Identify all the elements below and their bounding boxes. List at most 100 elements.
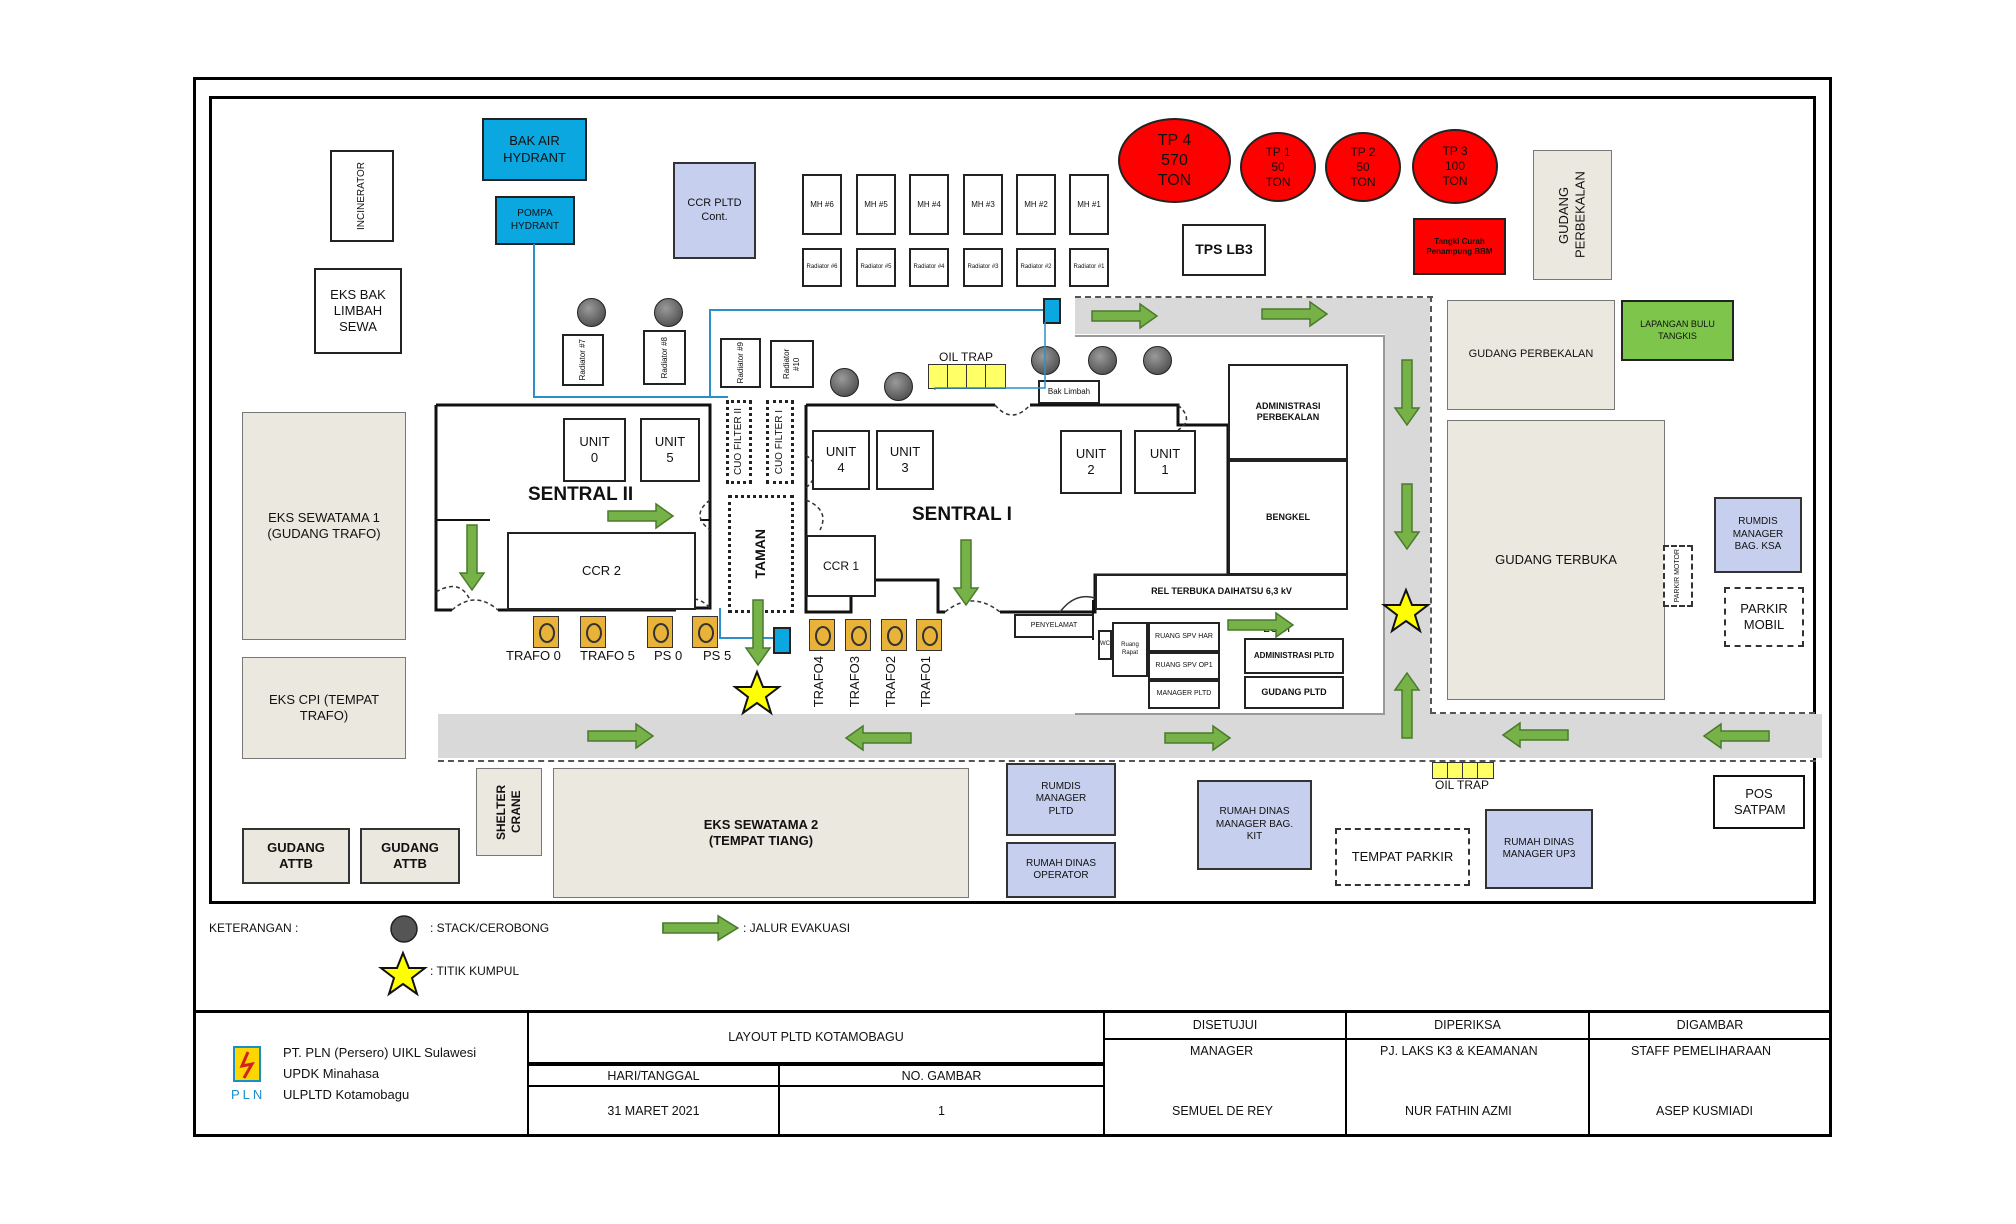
- parkir-motor: PARKIR MOTOR: [1663, 545, 1693, 607]
- road-main: [438, 714, 1822, 758]
- evacuation-arrow: [607, 503, 674, 529]
- legend-titik-kumpul-label: : TITIK KUMPUL: [430, 964, 520, 978]
- legend-evakuasi-label: : JALUR EVAKUASI: [743, 921, 851, 935]
- manager-pltd: MANAGER PLTD: [1148, 680, 1220, 709]
- evacuation-arrow: [587, 723, 654, 749]
- pompa-hydrant: POMPA HYDRANT: [495, 196, 575, 245]
- tps-lb3: TPS LB3: [1182, 224, 1266, 276]
- legend-stack-label: : STACK/CEROBONG: [430, 921, 550, 935]
- gudang-attb-1: GUDANG ATTB: [242, 828, 350, 884]
- mh-5: MH #5: [856, 174, 896, 235]
- tank-tp3: TP 3 100 TON: [1412, 129, 1498, 204]
- tank-tp2: TP 2 50 TON: [1325, 132, 1401, 202]
- gudang-perbekalan: GUDANG PERBEKALAN: [1447, 300, 1615, 410]
- name-pj: NUR FATHIN AZMI: [1405, 1104, 1512, 1118]
- trafo-2: [881, 619, 907, 651]
- hydrant-valve: [1043, 298, 1061, 324]
- evacuation-arrow: [1261, 301, 1328, 327]
- gudang-attb-2: GUDANG ATTB: [360, 828, 460, 884]
- company-line-2: UPDK Minahasa: [283, 1066, 380, 1081]
- assembly-point-star: [734, 671, 780, 714]
- trafo-4: [809, 619, 835, 651]
- rumah-dinas-bag-kit: RUMAH DINAS MANAGER BAG. KIT: [1197, 780, 1312, 870]
- radiator-10: Radiator #10: [770, 340, 814, 388]
- pos-satpam: POS SATPAM: [1713, 775, 1805, 829]
- assembly-point-star: [1383, 589, 1429, 632]
- administrasi-perbekalan: ADMINISTRASI PERBEKALAN: [1228, 364, 1348, 460]
- role-staff: STAFF PEMELIHARAAN: [1631, 1044, 1772, 1058]
- rumdis-manager-pltd: RUMDIS MANAGER PLTD: [1006, 763, 1116, 836]
- eks-bak-limbah: EKS BAK LIMBAH SEWA: [314, 268, 402, 354]
- oil-trap-bottom-cell: [1477, 762, 1494, 779]
- stack-2: [654, 298, 683, 327]
- digambar-header: DIGAMBAR: [1588, 1010, 1832, 1040]
- cuo-filter-1: CUO FILTER I: [766, 400, 794, 484]
- radiator-box-5: Radiator #5: [856, 248, 896, 287]
- ps-5-label: PS 5: [703, 648, 732, 663]
- drawing-title: LAYOUT PLTD KOTAMOBAGU: [527, 1010, 1105, 1064]
- stack-3: [830, 368, 859, 397]
- oil-trap-bottom-label: OIL TRAP: [1435, 778, 1490, 792]
- evacuation-arrow: [1394, 483, 1420, 550]
- ps-0: [647, 616, 673, 648]
- ccr-1: CCR 1: [806, 535, 876, 597]
- road-right-border: [1430, 296, 1815, 714]
- oil-trap-top-label: OIL TRAP: [939, 350, 994, 364]
- trafo-5-label: TRAFO 5: [580, 648, 635, 663]
- trafo-3: [845, 619, 871, 651]
- evacuation-arrow: [459, 524, 485, 591]
- legend-arrow-icon: [662, 915, 739, 941]
- trafo-0: [533, 616, 559, 648]
- ruang-spv-har: RUANG SPV HAR: [1148, 622, 1220, 652]
- hydrant-valve: [773, 627, 791, 654]
- rumdis-manager-ksa: RUMDIS MANAGER BAG. KSA: [1714, 497, 1802, 573]
- company-line-3: ULPLTD Kotamobagu: [283, 1087, 410, 1102]
- sentral-1-label: SENTRAL I: [912, 504, 1012, 525]
- rel-terbuka: REL TERBUKA DAIHATSU 6,3 kV: [1095, 574, 1348, 610]
- date-value: 31 MARET 2021: [527, 1085, 780, 1137]
- rumah-dinas-up3: RUMAH DINAS MANAGER UP3: [1485, 809, 1593, 889]
- trafo-0-label: TRAFO 0: [506, 648, 561, 663]
- eks-sewatama-2: EKS SEWATAMA 2 (TEMPAT TIANG): [553, 768, 969, 898]
- tangki-curah: Tangki Curah Penampung BBM: [1413, 218, 1506, 275]
- wc: WC: [1098, 630, 1112, 660]
- gudang-perbekalan-vertical: GUDANG PERBEKALAN: [1533, 150, 1612, 280]
- eks-cpi: EKS CPI (TEMPAT TRAFO): [242, 657, 406, 759]
- stack-7: [1143, 346, 1172, 375]
- parkir-mobil: PARKIR MOBIL: [1724, 587, 1804, 647]
- stack-4: [884, 372, 913, 401]
- unit-3: UNIT 3: [876, 430, 934, 490]
- evacuation-arrow: [1502, 722, 1569, 748]
- hari-tanggal-label: HARI/TANGGAL: [527, 1064, 780, 1087]
- road-inner-border: [1075, 335, 1385, 715]
- ccr-pltd-cont: CCR PLTD Cont.: [673, 162, 756, 259]
- trafo-5: [580, 616, 606, 648]
- pln-logo-text: PLN: [231, 1087, 266, 1102]
- road-bottom-border: [438, 760, 1816, 762]
- trafo-1: [916, 619, 942, 651]
- ps-0-label: PS 0: [654, 648, 683, 663]
- unit-1: UNIT 1: [1134, 430, 1196, 494]
- company-line-1: PT. PLN (Persero) UIKL Sulawesi: [283, 1045, 477, 1060]
- rumah-dinas-operator: RUMAH DINAS OPERATOR: [1006, 842, 1116, 898]
- mh-1: MH #1: [1069, 174, 1109, 235]
- evacuation-arrow: [1091, 303, 1158, 329]
- radiator-box-3: Radiator #3: [963, 248, 1003, 287]
- gudang-pltd: GUDANG PLTD: [1244, 676, 1344, 709]
- ruang-rapat: Ruang Rapat: [1112, 622, 1148, 677]
- unit-5: UNIT 5: [640, 418, 700, 482]
- radiator-9: Radiator #9: [720, 338, 761, 388]
- evacuation-arrow: [1394, 672, 1420, 739]
- radiator-box-2: Radiator #2: [1016, 248, 1056, 287]
- administrasi-pltd: ADMINISTRASI PLTD: [1244, 638, 1344, 674]
- evacuation-arrow: [1227, 612, 1294, 638]
- diperiksa-header: DIPERIKSA: [1345, 1010, 1590, 1040]
- bak-limbah: Bak Limbah: [1038, 380, 1100, 404]
- ruang-spv-op1: RUANG SPV OP1: [1148, 652, 1220, 680]
- unit-0: UNIT 0: [563, 418, 626, 482]
- site-map-frame: [209, 96, 1816, 904]
- evacuation-arrow: [953, 539, 979, 606]
- legend-star-icon: [380, 952, 426, 995]
- sentral-2-label: SENTRAL II: [528, 484, 634, 505]
